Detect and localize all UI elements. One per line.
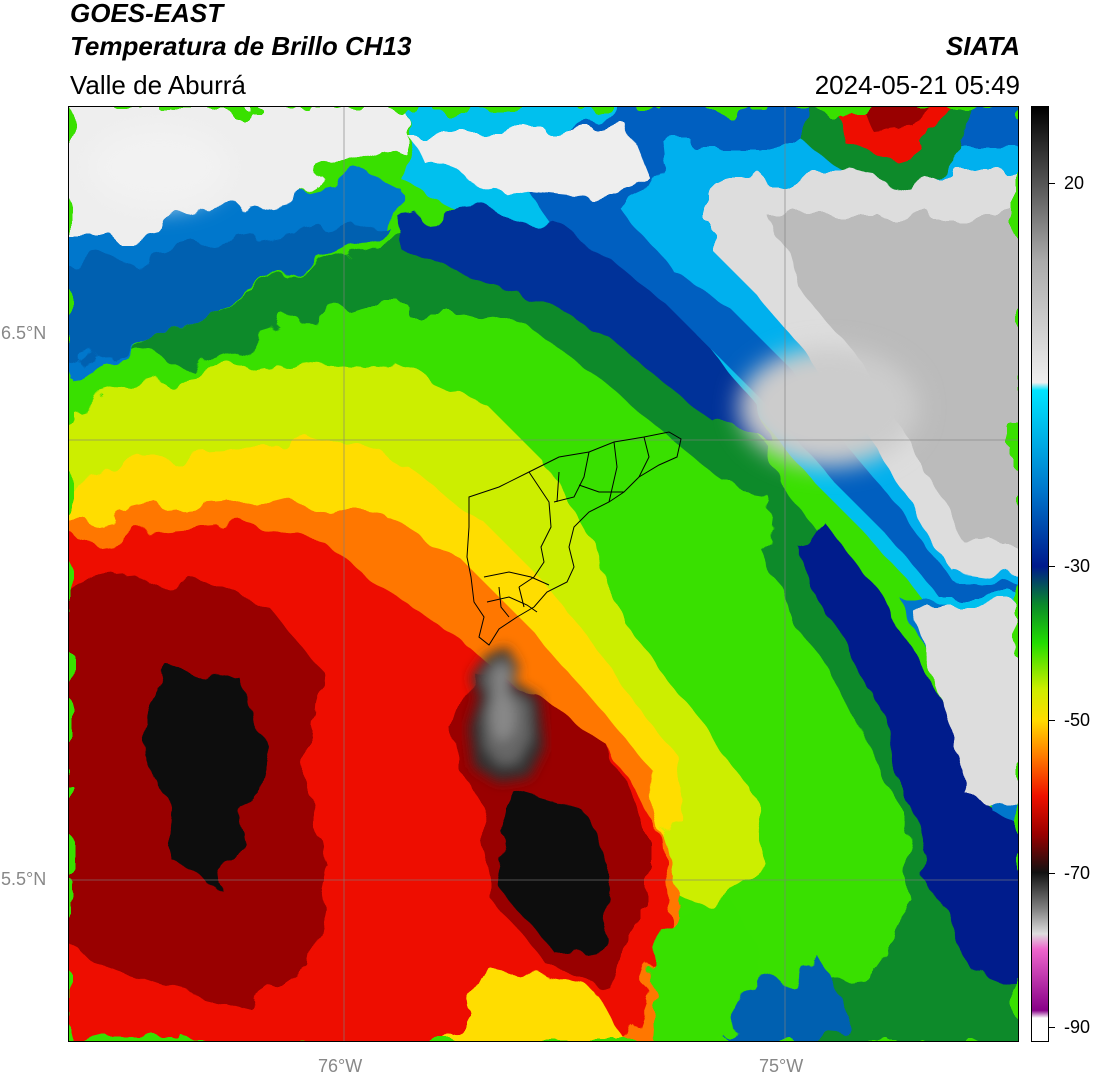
- lat-label-6-5: 6.5°N: [1, 323, 47, 343]
- lon-label-76w: 76°W: [318, 1056, 363, 1076]
- organization-label: SIATA: [945, 31, 1020, 61]
- satellite-title: GOES-EAST: [70, 0, 224, 28]
- colorbar-tick-label: -50: [1064, 709, 1091, 730]
- colorbar-tick-label: -90: [1064, 1016, 1091, 1037]
- graticule: [69, 107, 1018, 1041]
- colorbar-tick: [1049, 873, 1055, 875]
- timestamp-label: 2024-05-21 05:49: [814, 70, 1020, 100]
- colorbar-tick: [1049, 719, 1055, 721]
- lon-label-75w: 75°W: [759, 1056, 804, 1076]
- product-title: Temperatura de Brillo CH13: [70, 31, 412, 61]
- colorbar-tick: [1049, 182, 1055, 184]
- region-label: Valle de Aburrá: [70, 70, 246, 100]
- temperature-field: [69, 107, 1018, 1041]
- valle-de-aburra-boundaries: [466, 431, 682, 646]
- colorbar-tick-label: -30: [1064, 556, 1091, 577]
- temperature-colorbar: [1031, 106, 1049, 1042]
- colorbar-tick-label: 20: [1064, 172, 1085, 193]
- brightness-temperature-map[interactable]: [68, 106, 1019, 1042]
- colorbar-tick-label: -70: [1064, 863, 1091, 884]
- colorbar-tick: [1049, 1026, 1055, 1028]
- colorbar-tick: [1049, 566, 1055, 568]
- lat-label-5-5: 5.5°N: [1, 869, 47, 889]
